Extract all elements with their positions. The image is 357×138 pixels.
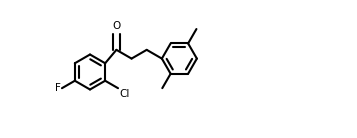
Text: Cl: Cl	[119, 89, 130, 99]
Text: O: O	[112, 21, 121, 31]
Text: F: F	[55, 83, 61, 93]
